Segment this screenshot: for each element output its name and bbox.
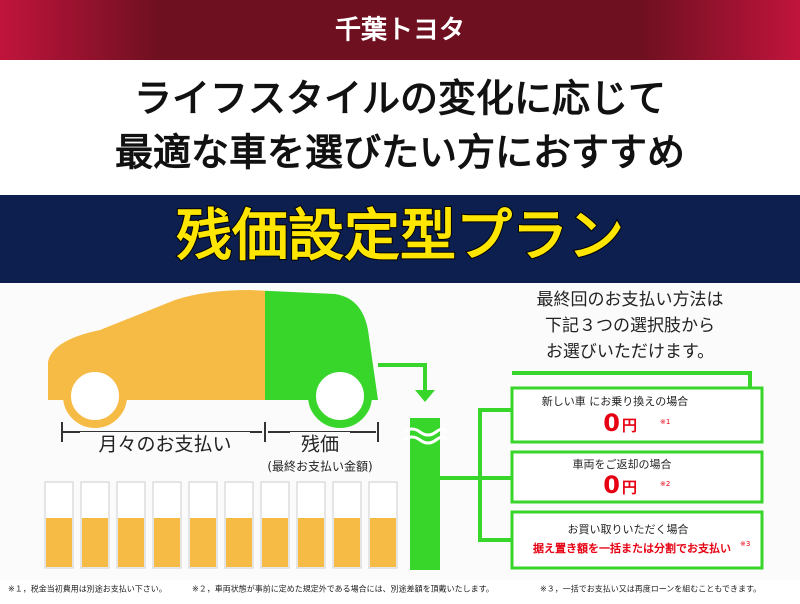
options-intro: 最終回のお支払い方法は — [537, 290, 724, 310]
option-note: ※2 — [660, 480, 670, 488]
payment-fill — [298, 518, 324, 567]
option-unit: 円 — [622, 417, 637, 435]
footnote: ※２，車両状態が事前に定めた規定外である場合には、別途差額を頂戴いたします。 — [192, 584, 494, 594]
option-label: 車両をご返却の場合 — [573, 457, 672, 471]
options-intro: お選びいただけます。 — [546, 342, 714, 362]
options-intro: 下記３つの選択肢から — [545, 316, 715, 336]
headline-bg — [0, 60, 800, 195]
option-label: お買い取りいただく場合 — [568, 522, 689, 536]
brand: 千葉トヨタ — [335, 16, 465, 46]
option-note: ※1 — [660, 418, 670, 426]
payment-fill — [46, 518, 72, 567]
payment-fill — [262, 518, 288, 567]
label-bg — [290, 432, 350, 458]
headline: 最適な車を選びたい方におすすめ — [115, 131, 685, 175]
bar-break — [403, 427, 448, 445]
headline: ライフスタイルの変化に応じて — [134, 77, 666, 121]
footnote: ※１，税金当初費用は別途お支払い下さい。 — [8, 584, 167, 594]
option-unit: 円 — [622, 479, 637, 497]
label-bg — [80, 432, 250, 458]
option-amount: 0 — [603, 409, 620, 437]
option-boxes: 新しい車 にお乗り換えの場合 0 円 ※1 車両をご返却の場合 0 円 ※2 お… — [510, 386, 764, 570]
banner-title: 残価設定型プラン — [176, 204, 624, 269]
header-band — [0, 0, 800, 60]
residual-label: 残価 — [301, 434, 339, 456]
residual-note: (最終お支払い金額) — [267, 459, 372, 474]
payment-fill — [334, 518, 360, 567]
banner — [0, 195, 800, 283]
payment-fill — [118, 518, 144, 567]
footnote-bg — [0, 580, 800, 600]
option-detail: 据え置き額を一括または分割でお支払い — [533, 541, 731, 555]
payment-fill — [226, 518, 252, 567]
connectors — [378, 363, 752, 542]
payment-fill — [370, 518, 396, 567]
arrow-head — [415, 390, 435, 402]
option-label: 新しい車 にお乗り換えの場合 — [542, 394, 689, 408]
car — [48, 290, 378, 428]
payment-fill — [82, 518, 108, 567]
option-note: ※3 — [740, 540, 750, 548]
monthly-label: 月々のお支払い — [98, 434, 231, 456]
option-amount: 0 — [603, 471, 620, 499]
footnote: ※３，一括でお支払い又は再度ローンを組むこともできます。 — [540, 584, 761, 594]
payment-bars — [44, 481, 398, 569]
payment-fill — [190, 518, 216, 567]
payment-fill — [154, 518, 180, 567]
